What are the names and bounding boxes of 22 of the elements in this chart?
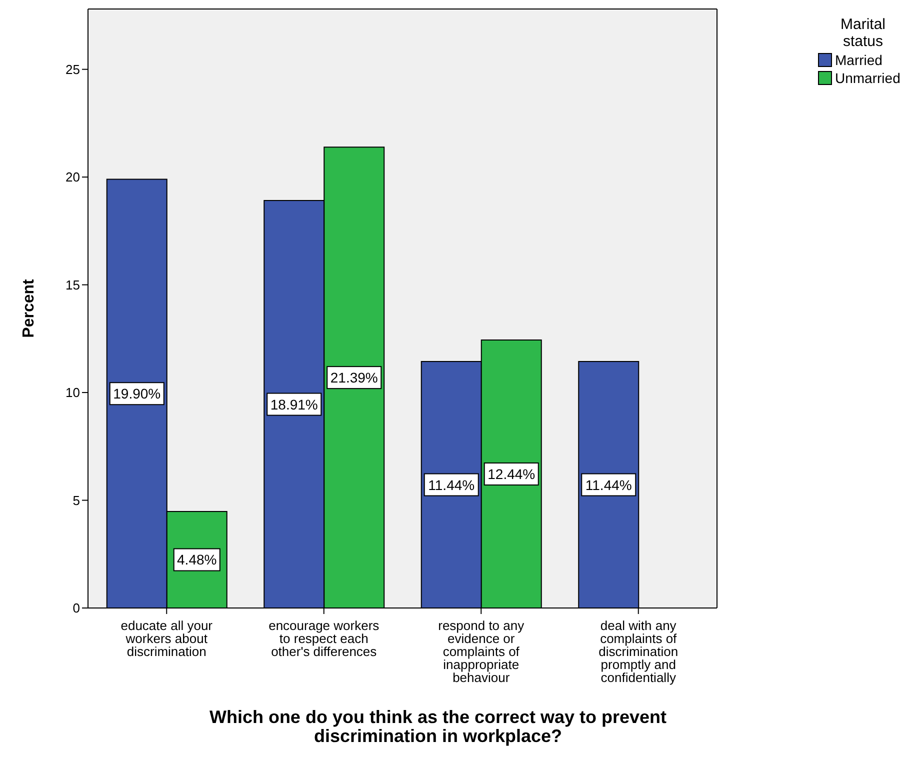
y-tick-label: 20 — [66, 170, 80, 185]
x-tick-label: educate all your workers about discrimination — [120, 618, 214, 659]
data-label: 21.39% — [330, 370, 378, 386]
y-tick-label: 10 — [66, 385, 80, 400]
data-label: 19.90% — [113, 386, 161, 402]
data-label: 18.91% — [270, 396, 318, 412]
x-tick-label: respond to any evidence or complaints of inappropriate behaviour — [438, 618, 525, 685]
data-label: 12.44% — [488, 466, 536, 482]
legend-label: Married — [835, 52, 882, 68]
x-tick-label: deal with any complaints of discrimination promptly and confidentially — [598, 618, 678, 685]
y-tick-label: 5 — [72, 492, 80, 508]
y-tick-label: 25 — [66, 62, 80, 77]
legend-title: Marital status — [839, 16, 886, 50]
legend-label: Unmarried — [835, 70, 900, 86]
y-tick-label: 0 — [72, 600, 80, 616]
data-label: 11.44% — [585, 476, 632, 493]
y-axis-title: Percent — [20, 278, 38, 338]
data-label: 4.48% — [177, 552, 217, 568]
data-label: 11.44% — [428, 476, 475, 493]
x-tick-label: encourage workers to respect each other's differences — [268, 618, 380, 659]
y-tick-label: 15 — [66, 277, 80, 292]
x-axis-title: Which one do you think as the correct way to prevent discrimination in workplace? — [208, 707, 668, 746]
